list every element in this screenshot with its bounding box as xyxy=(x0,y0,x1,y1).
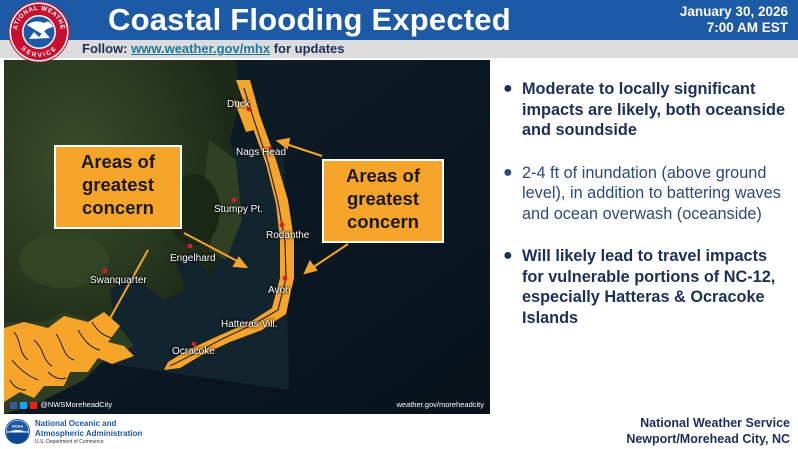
issue-time: 7:00 AM EST xyxy=(706,20,788,35)
forest-patch xyxy=(19,232,109,288)
town-dot xyxy=(246,106,252,112)
dare-peninsula xyxy=(204,140,242,260)
callout-right: Areas of greatest concern xyxy=(322,159,444,243)
bullet-item: ● Will likely lead to travel impacts for… xyxy=(500,246,792,328)
issue-date: January 30, 2026 xyxy=(679,4,788,19)
follow-label: Follow: xyxy=(82,41,128,56)
arrow-line xyxy=(311,243,349,269)
bullet-list: ● Moderate to locally significant impact… xyxy=(500,79,792,350)
noaa-line2: Atmospheric Administration xyxy=(35,428,143,438)
bullet-dot-icon: ● xyxy=(503,163,513,181)
office-line2: Newport/Morehead City, NC xyxy=(626,432,790,446)
town-dot xyxy=(191,341,197,347)
nws-seal-icon: NATIONAL WEATHER SERVICE xyxy=(8,1,70,63)
town-dot xyxy=(231,197,237,203)
office-line1: National Weather Service xyxy=(640,416,790,430)
issue-datetime: January 30, 2026 7:00 AM EST xyxy=(680,4,788,36)
page-title: Coastal Flooding Expected xyxy=(108,2,511,37)
marsh-channels xyxy=(9,321,113,391)
bullet-text: Moderate to locally significant impacts … xyxy=(522,80,786,139)
town-dot xyxy=(243,321,249,327)
town-dot xyxy=(282,275,288,281)
arrow-line xyxy=(107,249,149,323)
town-dot xyxy=(187,243,193,249)
arrow-head xyxy=(275,137,291,150)
town-label-ocracoke: Ocracoke xyxy=(172,346,215,357)
noaa-logo-text: NOAA xyxy=(12,425,24,429)
arrow-head xyxy=(232,256,249,269)
town-label-nags-head: Nags Head xyxy=(236,147,287,158)
bullet-text: 2-4 ft of inundation (above ground level… xyxy=(522,163,781,223)
noaa-line3: U.S. Department of Commerce xyxy=(35,439,104,445)
callout-left: Areas of greatest concern xyxy=(54,145,182,229)
follow-link[interactable]: www.weather.gov/mhx xyxy=(131,41,271,56)
facebook-icon[interactable] xyxy=(10,401,17,409)
follow-bar: Follow: www.weather.gov/mhx for updates xyxy=(0,40,798,58)
town-label-duck: Duck xyxy=(227,99,250,110)
social-links: @NWSMoreheadCity xyxy=(10,400,112,409)
flood-impact-map: Duck Nags Head Stumpy Pt. Rodanthe Engel… xyxy=(4,60,490,414)
arrow-head xyxy=(101,316,115,333)
arrow-line xyxy=(285,143,323,157)
youtube-icon[interactable] xyxy=(30,401,38,409)
follow-suffix: for updates xyxy=(273,41,345,56)
bullet-item: ● Moderate to locally significant impact… xyxy=(500,79,792,141)
town-label-hatteras: Hatteras Vill. xyxy=(221,319,278,330)
bullet-text: Will likely lead to travel impacts for v… xyxy=(522,247,776,327)
town-dot xyxy=(267,146,273,152)
social-handle[interactable]: @NWSMoreheadCity xyxy=(40,400,113,409)
town-markers xyxy=(102,106,288,347)
map-website[interactable]: weather.gov/moreheadcity xyxy=(396,400,484,409)
arrow-head xyxy=(303,260,318,275)
town-label-rodanthe: Rodanthe xyxy=(266,230,310,241)
bullet-item: ● 2-4 ft of inundation (above ground lev… xyxy=(500,163,792,225)
bullet-dot-icon: ● xyxy=(503,247,513,264)
twitter-icon[interactable] xyxy=(20,401,28,409)
header-bar: Coastal Flooding Expected January 30, 20… xyxy=(0,0,798,40)
follow-text: Follow: www.weather.gov/mhx for updates xyxy=(82,41,345,56)
arrow-line xyxy=(183,232,240,263)
bullet-dot-icon: ● xyxy=(503,80,513,97)
town-dot xyxy=(279,222,285,228)
town-label-engelhard: Engelhard xyxy=(170,253,216,264)
town-label-stumpy-pt: Stumpy Pt. xyxy=(214,204,263,215)
noaa-line1: National Oceanic and xyxy=(35,419,117,428)
noaa-name: National Oceanic and Atmospheric Adminis… xyxy=(35,419,142,448)
town-label-swanquarter: Swanquarter xyxy=(90,275,147,286)
office-name: National Weather Service Newport/Morehea… xyxy=(626,415,790,447)
town-label-avon: Avon xyxy=(268,285,291,296)
noaa-logo-icon: NOAA xyxy=(5,419,30,444)
impact-area-duck xyxy=(234,100,254,132)
town-dot xyxy=(102,268,108,274)
callout-arrows xyxy=(101,137,349,333)
